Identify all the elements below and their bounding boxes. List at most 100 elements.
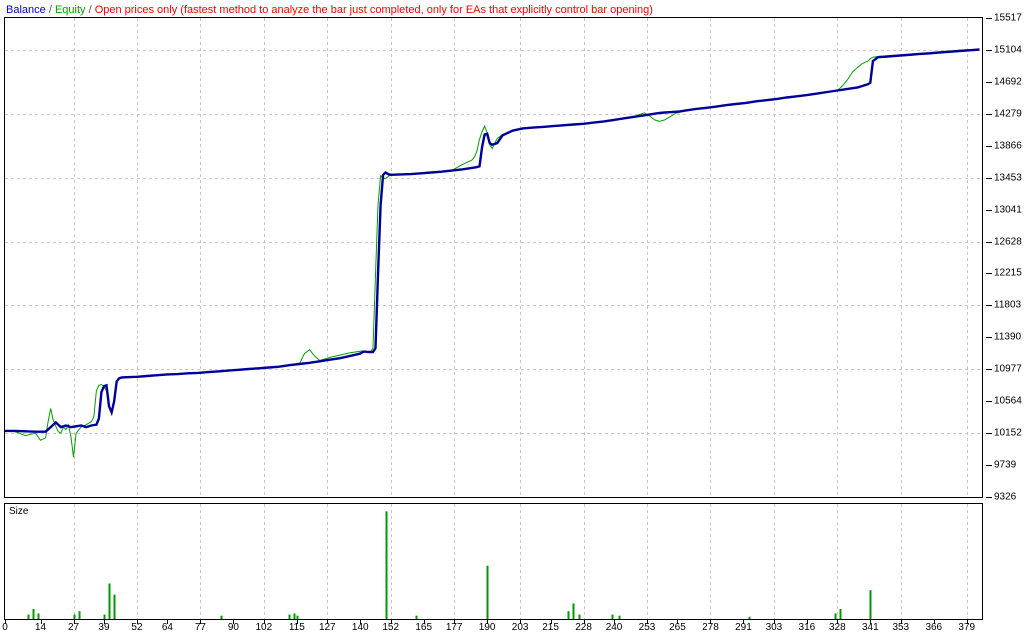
x-axis-label: 165 xyxy=(415,622,433,633)
x-axis-tick xyxy=(647,620,649,624)
x-axis: 0 14 27 39 52 64 77 90 102 115 127 140 152 165 177 190 2… xyxy=(0,620,1024,640)
legend-mode-label: Open prices only (fastest method to anal… xyxy=(94,4,653,16)
x-axis-tick xyxy=(423,620,425,624)
x-axis-tick xyxy=(390,620,392,624)
x-axis-label: 152 xyxy=(382,622,400,633)
size-panel-label: Size xyxy=(9,506,29,517)
x-axis-label: 115 xyxy=(288,622,305,633)
x-axis-label: 0 xyxy=(2,622,8,633)
x-axis-label: 328 xyxy=(829,622,846,633)
x-axis-label: 341 xyxy=(861,622,879,633)
y-axis-label: 13453 xyxy=(994,172,1022,184)
x-axis-label: 316 xyxy=(798,622,816,633)
x-axis-label: 52 xyxy=(131,622,143,633)
x-axis-tick xyxy=(327,620,329,624)
size-bars xyxy=(27,511,872,619)
x-axis-tick xyxy=(103,620,105,624)
legend-separator-1: / xyxy=(45,4,55,16)
x-axis-tick xyxy=(677,620,679,624)
y-axis-tick xyxy=(986,113,992,115)
x-axis-tick xyxy=(167,620,169,624)
legend-separator-2: / xyxy=(85,4,95,16)
x-axis-label: 27 xyxy=(67,622,80,633)
x-axis-label: 203 xyxy=(511,622,529,633)
x-axis-tick xyxy=(900,620,902,624)
x-axis-label: 366 xyxy=(925,622,943,633)
y-axis-tick xyxy=(986,49,992,51)
y-axis-label: 12628 xyxy=(994,236,1022,248)
y-axis-label: 9739 xyxy=(994,459,1017,471)
y-axis-tick xyxy=(986,273,992,275)
y-axis-tick xyxy=(986,305,992,307)
x-axis-label: 14 xyxy=(34,622,47,633)
x-axis-tick xyxy=(73,620,75,624)
y-axis-tick xyxy=(986,465,992,467)
equity-balance-panel[interactable] xyxy=(4,17,983,498)
y-axis-label: 14692 xyxy=(994,76,1022,88)
x-axis-label: 140 xyxy=(351,622,369,633)
x-axis-tick xyxy=(233,620,235,624)
x-axis-label: 253 xyxy=(638,622,656,633)
x-axis-tick xyxy=(933,620,935,624)
y-axis-tick xyxy=(986,18,992,19)
y-axis-tick xyxy=(986,401,992,403)
chart-legend: Balance / Equity / Open prices only (fas… xyxy=(6,3,653,17)
y-axis-label: 11390 xyxy=(994,331,1022,343)
x-axis-label: 240 xyxy=(605,622,623,633)
size-panel[interactable]: Size xyxy=(4,503,983,620)
y-axis-tick xyxy=(986,497,992,498)
x-axis-label: 64 xyxy=(161,622,173,633)
x-axis-label: 278 xyxy=(702,622,719,633)
x-axis-label: 353 xyxy=(892,622,910,633)
x-axis-label: 228 xyxy=(575,622,592,633)
x-axis-label: 190 xyxy=(478,622,496,633)
x-axis-tick xyxy=(870,620,872,624)
x-axis-tick xyxy=(550,620,552,624)
y-axis-label: 11803 xyxy=(994,299,1022,311)
y-axis-tick xyxy=(986,177,992,179)
x-axis-tick xyxy=(296,620,298,624)
x-axis-label: 303 xyxy=(765,622,783,633)
x-axis-tick xyxy=(966,620,968,624)
x-axis-label: 102 xyxy=(255,622,273,633)
x-axis-label: 291 xyxy=(735,622,752,633)
y-axis-tick xyxy=(986,209,992,211)
y-axis-label: 9326 xyxy=(994,491,1017,503)
x-axis-tick xyxy=(5,620,6,624)
size-gridlines xyxy=(74,504,968,619)
x-axis-tick xyxy=(200,620,202,624)
x-axis-label: 77 xyxy=(194,622,206,633)
x-axis-tick xyxy=(710,620,712,624)
legend-balance-label: Balance xyxy=(6,4,46,16)
y-axis-tick xyxy=(986,241,992,243)
x-axis-label: 39 xyxy=(98,622,110,633)
y-axis-tick xyxy=(986,145,992,147)
y-axis-label: 10564 xyxy=(994,395,1022,407)
x-axis-tick xyxy=(454,620,456,624)
y-axis-label: 13041 xyxy=(994,204,1022,216)
y-axis-label: 10977 xyxy=(994,363,1022,375)
x-axis-label: 127 xyxy=(318,622,336,633)
y-axis-tick xyxy=(986,81,992,83)
main-series-lines xyxy=(5,48,980,458)
x-axis-tick xyxy=(583,620,585,624)
x-axis-tick xyxy=(614,620,616,624)
x-axis-label: 215 xyxy=(542,622,559,633)
x-axis-label: 90 xyxy=(227,622,239,633)
x-axis-tick xyxy=(263,620,265,624)
x-axis-tick xyxy=(487,620,489,624)
y-axis-tick xyxy=(986,337,992,339)
legend-equity-label: Equity xyxy=(54,4,86,16)
y-axis-label: 12215 xyxy=(994,267,1022,279)
x-axis-tick xyxy=(773,620,775,624)
y-axis-tick xyxy=(986,433,992,435)
y-axis-label: 13866 xyxy=(994,140,1022,152)
y-axis: 15517 15104 14692 14279 13866 13453 13041 12628… xyxy=(986,0,1024,503)
y-axis-label: 10152 xyxy=(994,427,1022,439)
y-axis-label: 15517 xyxy=(994,12,1022,24)
x-axis-tick xyxy=(136,620,138,624)
x-axis-tick xyxy=(743,620,745,624)
x-axis-tick xyxy=(520,620,522,624)
y-axis-label: 15104 xyxy=(994,44,1022,56)
